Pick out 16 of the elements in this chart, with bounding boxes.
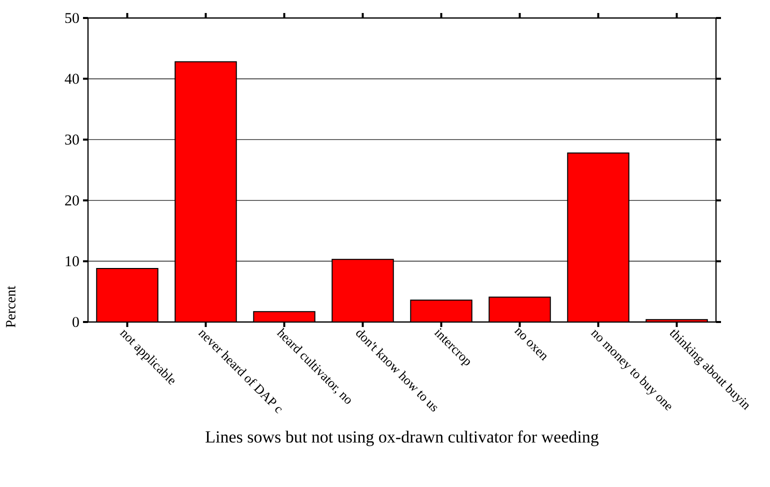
- y-tick-label: 40: [64, 74, 79, 84]
- y-tick-label: 10: [66, 256, 79, 266]
- y-axis-title: Percent: [6, 286, 16, 328]
- x-tick-label: no oxen: [514, 328, 546, 361]
- bar: [254, 312, 315, 322]
- bar: [96, 268, 158, 322]
- bar: [175, 62, 236, 322]
- x-axis-title: Lines sows but not using ox-drawn cultivator for weeding: [206, 430, 599, 446]
- bar: [489, 297, 550, 322]
- bar: [568, 152, 629, 322]
- bar: [332, 259, 394, 322]
- y-tick-label: 50: [65, 12, 79, 24]
- y-tick-label: 20: [65, 195, 79, 206]
- y-tick-label: 0: [72, 316, 79, 328]
- y-tick-label: 30: [65, 134, 79, 145]
- bar: [410, 300, 472, 322]
